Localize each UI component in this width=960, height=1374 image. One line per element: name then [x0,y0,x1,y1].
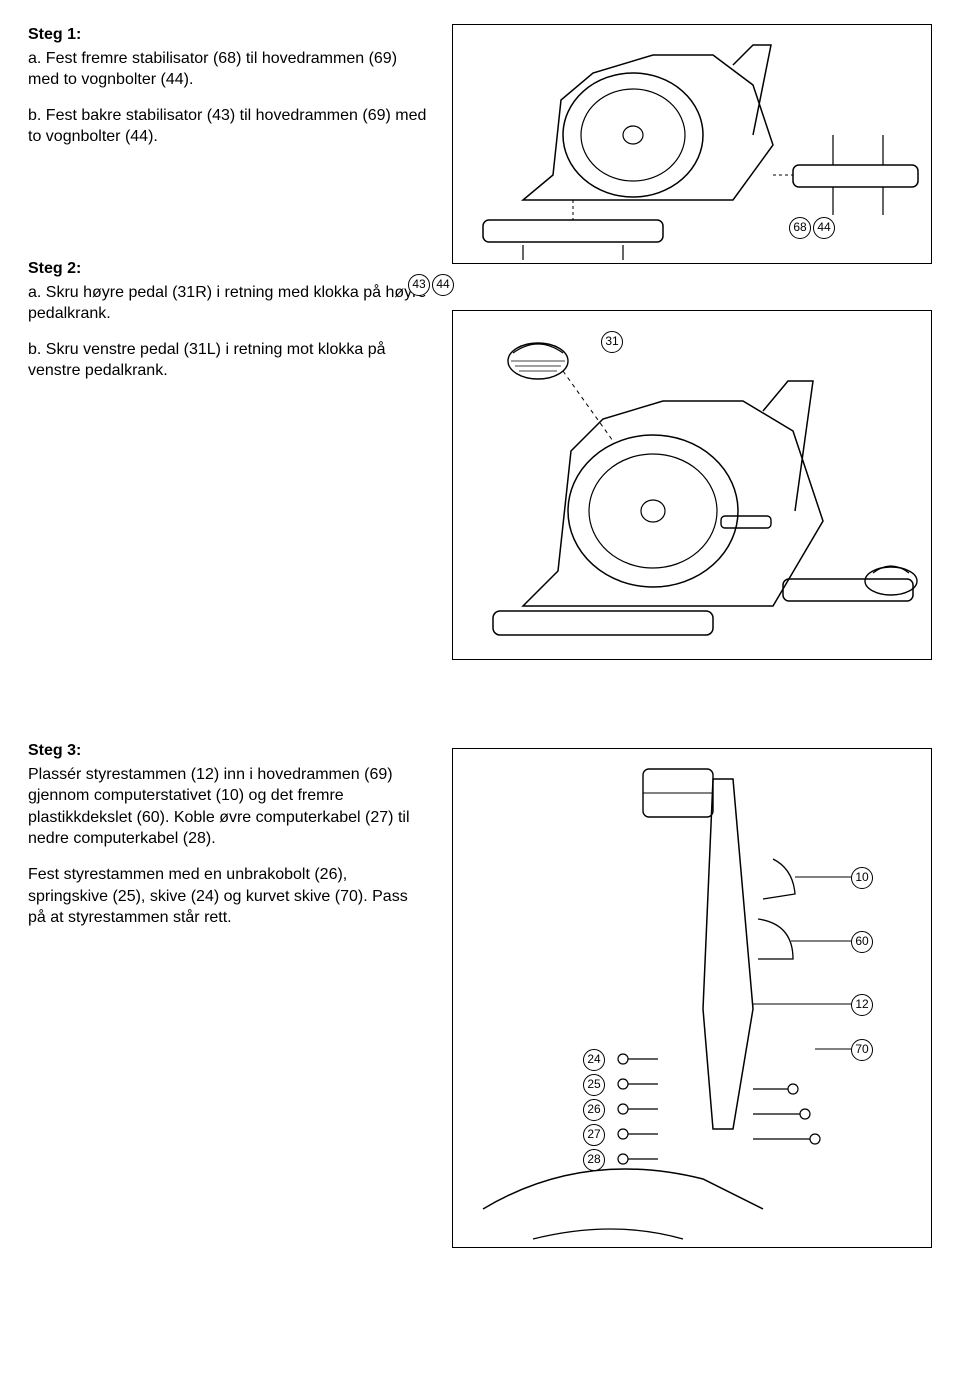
step3-p1: Plassér styrestammen (12) inn i hovedram… [28,764,428,850]
label-44: 44 [813,217,835,239]
step3-text: Steg 3: Plassér styrestammen (12) inn i … [28,740,428,943]
label-26: 26 [583,1099,605,1121]
step1-b: b. Fest bakre stabilisator (43) til hove… [28,105,428,148]
label-70: 70 [851,1039,873,1061]
step2-a: a. Skru høyre pedal (31R) i retning med … [28,282,428,325]
label-25: 25 [583,1074,605,1096]
label-43-loose: 43 [408,274,430,296]
step1-title: Steg 1: [28,24,428,46]
step1-text: Steg 1: a. Fest fremre stabilisator (68)… [28,24,428,396]
step2-b: b. Skru venstre pedal (31L) i retning mo… [28,339,428,382]
step3-p2: Fest styrestammen med en unbrakobolt (26… [28,864,428,929]
figure-2: 31 [452,310,932,660]
step3-row: Steg 3: Plassér styrestammen (12) inn i … [28,740,932,1248]
figure-1: 68 44 [452,24,932,264]
step1-a: a. Fest fremre stabilisator (68) til hov… [28,48,428,91]
figure-2-svg [453,311,933,661]
step3-title: Steg 3: [28,740,428,762]
label-12: 12 [851,994,873,1016]
label-31: 31 [601,331,623,353]
label-68: 68 [789,217,811,239]
step2-title: Steg 2: [28,258,428,280]
label-27: 27 [583,1124,605,1146]
page: Steg 1: a. Fest fremre stabilisator (68)… [0,0,960,1288]
label-28: 28 [583,1149,605,1171]
figures-bottom: 10 60 12 70 24 25 26 27 28 [452,740,932,1248]
figure-1-svg [453,25,933,265]
figures-top: 68 44 43 44 [452,24,932,660]
label-44-loose: 44 [432,274,454,296]
label-24: 24 [583,1049,605,1071]
label-10: 10 [851,867,873,889]
step1-row: Steg 1: a. Fest fremre stabilisator (68)… [28,24,932,660]
label-60: 60 [851,931,873,953]
loose-labels-step1: 43 44 [408,274,454,296]
step2-text: Steg 2: a. Skru høyre pedal (31R) i retn… [28,258,428,382]
figure-3: 10 60 12 70 24 25 26 27 28 [452,748,932,1248]
